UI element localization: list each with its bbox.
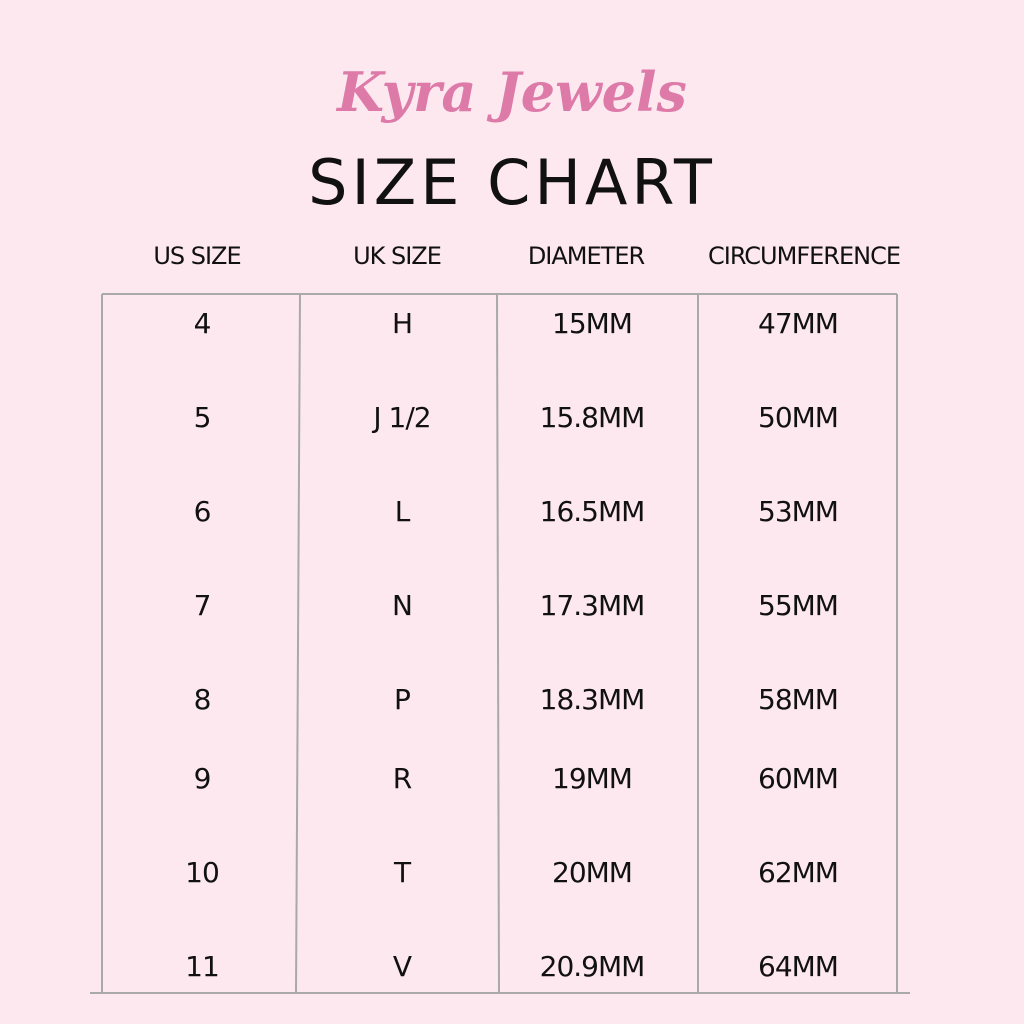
column-header: DIAMETER	[528, 242, 645, 270]
table-cell: 64MM	[758, 950, 838, 983]
table-cell: H	[392, 307, 412, 340]
column-header: CIRCUMFERENCE	[708, 242, 900, 270]
table-cell: 20.9MM	[540, 950, 645, 983]
column-divider	[496, 293, 500, 994]
table-cell: 7	[194, 589, 211, 622]
table-cell: 9	[194, 762, 211, 795]
table-cell: L	[395, 495, 411, 528]
table-cell: 8	[194, 683, 211, 716]
table-cell: 4	[194, 307, 211, 340]
table-cell: T	[393, 856, 412, 889]
table-cell: 17.3MM	[540, 589, 645, 622]
table-cell: 53MM	[758, 495, 838, 528]
table-cell: J 1/2	[371, 401, 430, 434]
table-cell: 16.5MM	[540, 495, 645, 528]
table-cell: 62MM	[758, 856, 838, 889]
table-cell: 19MM	[552, 762, 632, 795]
table-cell: 6	[194, 495, 211, 528]
table-cell: 20MM	[552, 856, 632, 889]
table-cell: 60MM	[758, 762, 838, 795]
table-cell: 55MM	[758, 589, 838, 622]
table-cell: 18.3MM	[540, 683, 645, 716]
column-divider	[295, 293, 301, 994]
table-cell: 5	[194, 401, 211, 434]
table-cell: 58MM	[758, 683, 838, 716]
table-cell: 11	[185, 950, 219, 983]
table-cell: R	[393, 762, 412, 795]
table-cell: V	[393, 950, 412, 983]
table-cell: N	[392, 589, 412, 622]
title: SIZE CHART	[308, 146, 716, 219]
table-cell: 10	[185, 856, 219, 889]
table-cell: 15.8MM	[540, 401, 645, 434]
table-cell: 50MM	[758, 401, 838, 434]
column-header: US SIZE	[153, 242, 240, 270]
brand: Kyra Jewels	[335, 60, 687, 124]
column-header: UK SIZE	[353, 242, 441, 270]
table-cell: P	[394, 683, 410, 716]
table-cell: 15MM	[552, 307, 632, 340]
table-lines	[90, 293, 910, 994]
table-cell: 47MM	[758, 307, 838, 340]
